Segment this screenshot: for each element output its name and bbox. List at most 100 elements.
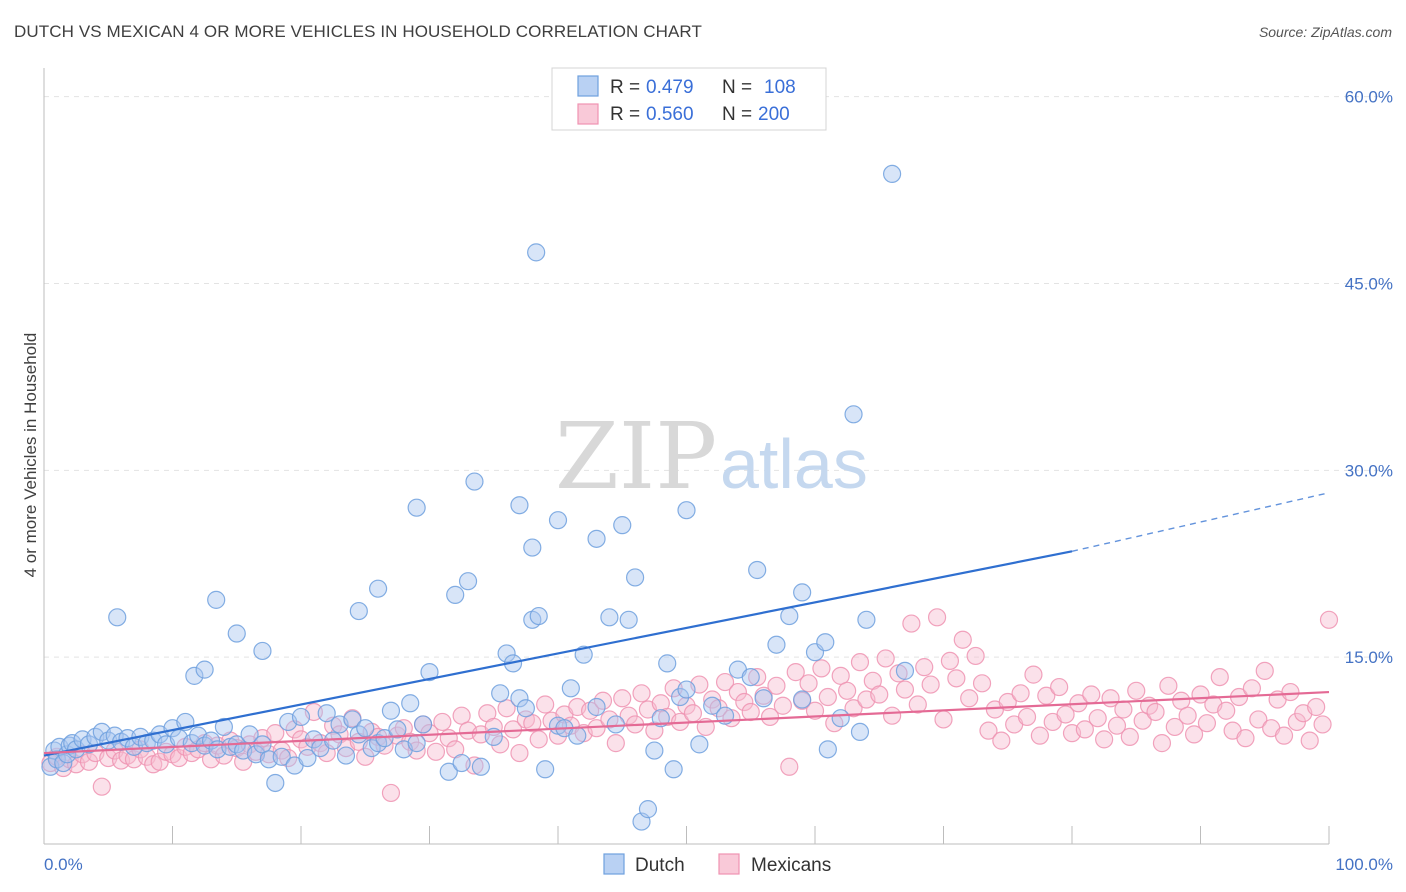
- dutch-point-60: [401, 694, 420, 713]
- mexicans-point-119: [805, 701, 825, 720]
- dutch-point-91: [645, 741, 664, 760]
- dutch-point-43: [291, 707, 311, 727]
- mexicans-point-143: [960, 689, 979, 708]
- dutch-point-103: [767, 635, 786, 654]
- mexicans-point-133: [895, 680, 915, 699]
- chart-title: DUTCH VS MEXICAN 4 OR MORE VEHICLES IN H…: [14, 22, 702, 41]
- mexicans-point-154: [1030, 726, 1049, 745]
- dutch-outlier-point-9: [465, 472, 484, 491]
- dutch-trend-line: [43, 550, 1073, 757]
- y-tick-label-1: 30.0%: [1345, 461, 1393, 480]
- watermark-zip: ZIP: [555, 403, 717, 510]
- legend-r-dutch: 0.479: [646, 77, 694, 98]
- dutch-outlier-point-6: [349, 601, 368, 621]
- dutch-outlier-point-13: [548, 511, 568, 530]
- mexicans-point-161: [1075, 720, 1094, 739]
- dutch-point-74: [516, 699, 535, 718]
- dutch-outlier-point-18: [816, 633, 835, 652]
- mexicans-point-192: [1274, 726, 1294, 745]
- mexicans-point-92: [632, 684, 651, 703]
- dutch-trend-extension: [1071, 492, 1330, 552]
- dutch-point-58: [388, 720, 407, 739]
- mexicans-point-8: [92, 777, 111, 796]
- dutch-outlier-point-5: [253, 641, 272, 661]
- dutch-outlier-point-12: [527, 243, 546, 262]
- dutch-point-61: [407, 734, 426, 753]
- mexicans-point-129: [870, 685, 889, 704]
- mexicans-point-146: [979, 721, 998, 740]
- dutch-point-98: [703, 696, 722, 715]
- dutch-point-57: [381, 701, 401, 720]
- dutch-point-71: [497, 644, 516, 663]
- mexicans-point-125: [844, 699, 863, 718]
- mexicans-point-148: [992, 731, 1011, 750]
- y-tick-labels: 15.0% 30.0% 45.0% 60.0%: [1345, 88, 1393, 667]
- dutch-point-95: [670, 687, 690, 707]
- dutch-point-104: [780, 606, 799, 626]
- mexicans-point-107: [728, 682, 748, 702]
- mexicans-point-131: [882, 706, 902, 725]
- mexicans-point-172: [1146, 702, 1165, 722]
- dutch-point-63: [420, 663, 439, 682]
- mexicans-point-113: [767, 676, 786, 695]
- mexicans-point-199: [1319, 610, 1339, 629]
- dutch-point-4: [54, 753, 73, 773]
- mexicans-point-158: [1056, 705, 1075, 724]
- dutch-point-102: [754, 689, 773, 708]
- x-tick-label-min: 0.0%: [44, 855, 83, 874]
- dutch-point-31: [214, 717, 233, 737]
- dutch-point-77: [536, 760, 555, 779]
- legend-box: R = 0.479 N = 108 R = 0.560 N = 200: [551, 67, 827, 131]
- dutch-outlier-point-22: [857, 610, 876, 629]
- dutch-outlier-point-17: [793, 583, 812, 602]
- mexicans-point-126: [850, 653, 870, 672]
- x-tick-label-max: 100.0%: [1335, 855, 1393, 874]
- mexicans-point-135: [908, 695, 927, 714]
- mexicans-point-173: [1152, 734, 1172, 753]
- mexicans-point-168: [1120, 727, 1139, 746]
- bottom-legend-swatch-dutch: [603, 853, 625, 875]
- bottom-legend: Dutch Mexicans: [603, 853, 831, 876]
- dutch-outlier-point-14: [587, 529, 606, 548]
- dutch-outlier-point-16: [748, 560, 767, 580]
- mexicans-point-100: [683, 704, 703, 723]
- mexicans-point-71: [497, 699, 516, 718]
- dutch-point-40: [272, 747, 291, 766]
- dutch-point-65: [446, 585, 465, 604]
- mexicans-point-152: [1017, 707, 1037, 727]
- bottom-legend-swatch-mexicans: [718, 853, 740, 875]
- mexicans-point-109: [741, 702, 760, 722]
- dutch-point-73: [510, 689, 529, 708]
- legend-n-mexicans: 200: [758, 104, 790, 125]
- axes: [43, 68, 1330, 845]
- dutch-point-67: [458, 572, 478, 591]
- legend-r-label-dutch: R =: [610, 77, 640, 98]
- legend-r-label-mexicans: R =: [610, 104, 640, 125]
- mexicans-point-115: [780, 757, 799, 776]
- mexicans-point-196: [1300, 731, 1319, 750]
- dutch-point-97: [690, 735, 709, 754]
- mexicans-point-89: [613, 689, 632, 708]
- mexicans-point-170: [1133, 711, 1152, 730]
- mexicans-point-189: [1255, 661, 1274, 680]
- mexicans-point-130: [876, 649, 895, 668]
- mexicans-point-180: [1197, 714, 1217, 733]
- dutch-point-50: [336, 746, 356, 765]
- mexicans-point-151: [1011, 684, 1030, 703]
- mexicans-point-64: [452, 706, 471, 725]
- dutch-outlier-point-10: [510, 496, 529, 515]
- mexicans-point-108: [735, 692, 754, 712]
- dutch-point-47: [317, 704, 336, 723]
- mexicans-point-177: [1178, 706, 1197, 725]
- dutch-outlier-point-7: [369, 579, 388, 598]
- legend-n-label-dutch: N =: [722, 77, 752, 98]
- dutch-point-39: [266, 773, 285, 793]
- legend-swatch-mexicans: [577, 103, 599, 125]
- dutch-outlier-point-19: [844, 405, 863, 424]
- mexicans-point-162: [1082, 685, 1101, 704]
- y-tick-label-3: 60.0%: [1345, 88, 1393, 107]
- legend-n-dutch: 108: [764, 77, 796, 98]
- chart-source: Source: ZipAtlas.com: [1258, 24, 1392, 40]
- mexicans-point-120: [812, 659, 831, 678]
